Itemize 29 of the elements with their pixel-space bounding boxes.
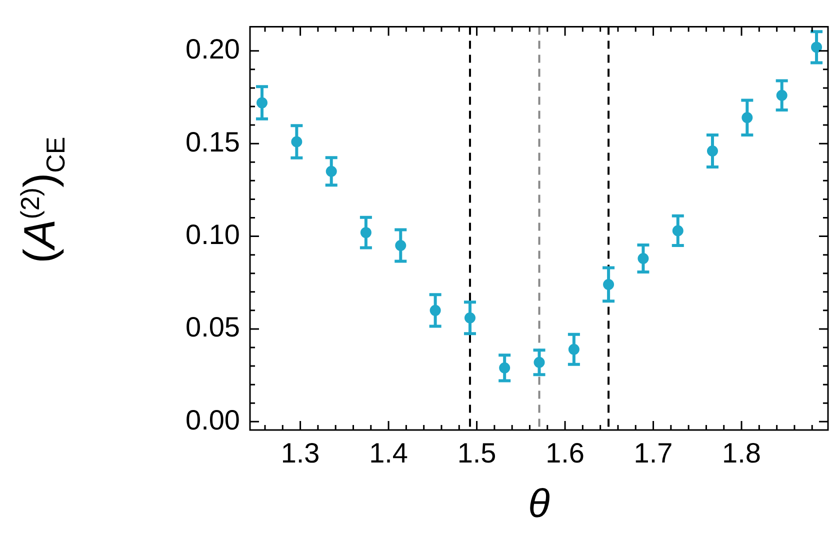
y-tick-label: 0.00 <box>186 404 240 436</box>
point <box>811 42 822 53</box>
point <box>638 253 649 264</box>
y-tick-label: 0.20 <box>186 34 240 65</box>
point <box>395 240 406 252</box>
point <box>326 166 337 177</box>
point <box>430 304 441 316</box>
y-tick-label: 0.15 <box>186 126 240 158</box>
x-tick-label: 1.3 <box>280 438 320 469</box>
point <box>776 90 788 101</box>
x-tick-label: 1.7 <box>634 438 673 469</box>
point <box>360 227 372 238</box>
point <box>706 146 718 157</box>
y-tick-label: 0.10 <box>186 218 240 250</box>
point <box>534 356 545 368</box>
point <box>672 225 684 236</box>
point <box>603 278 614 290</box>
x-tick-label: 1.5 <box>457 438 496 469</box>
point <box>291 136 302 148</box>
x-tick-label: 1.4 <box>369 438 408 469</box>
x-tick-label: 1.8 <box>722 438 761 469</box>
point <box>464 312 476 324</box>
y-tick-label: 0.05 <box>186 312 240 343</box>
point <box>499 362 510 374</box>
point <box>256 97 268 108</box>
point <box>742 112 753 124</box>
x-axis-title: θ <box>528 482 550 526</box>
x-tick-label: 1.6 <box>546 438 584 469</box>
point <box>568 344 580 355</box>
